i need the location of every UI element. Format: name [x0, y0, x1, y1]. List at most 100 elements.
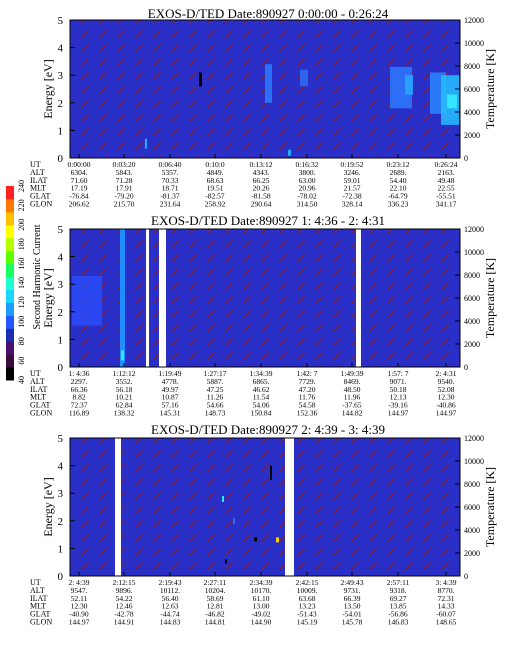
- orbit-cell: 10170.: [251, 586, 272, 595]
- y-tick-label: 5: [58, 224, 64, 236]
- y-tick-label: 3: [58, 70, 64, 82]
- orbit-cell: 148.73: [205, 409, 226, 418]
- intensity-patch: [121, 350, 124, 361]
- orbit-cell: 328.14: [342, 200, 363, 209]
- orbit-cell: 11.96: [344, 393, 361, 402]
- orbit-cell: 341.17: [436, 200, 457, 209]
- colorbar-tick: 240: [17, 180, 26, 192]
- orbit-cell: 0:26:24: [435, 160, 458, 169]
- orbit-cell: 58.69: [207, 594, 224, 603]
- y-tick-label: 4: [58, 252, 64, 264]
- y2-tick-label: 0: [464, 154, 468, 163]
- data-gap: [146, 228, 149, 368]
- intensity-patch: [145, 138, 147, 149]
- colorbar-swatch: [6, 367, 14, 381]
- orbit-cell: 290.64: [251, 200, 272, 209]
- orbit-cell: 2:34:39: [250, 578, 273, 587]
- orbit-cell: 9318.: [390, 586, 407, 595]
- orbit-cell: 54.40: [390, 176, 407, 185]
- orbit-cell: 1:49:39: [341, 369, 364, 378]
- orbit-row-label: GLON: [30, 409, 52, 418]
- orbit-cell: 5357.: [162, 168, 179, 177]
- colorbar-ticks: 40 60 80 100 120 140 160 180 200 220 240: [17, 180, 26, 384]
- orbit-cell: 0:16:32: [296, 160, 319, 169]
- orbit-cell: 152.36: [297, 409, 318, 418]
- orbit-cell: 2689.: [390, 168, 407, 177]
- y-tick-label: 5: [58, 433, 64, 445]
- colorbar-swatch: [6, 250, 14, 265]
- colorbar-swatch: [6, 302, 14, 316]
- orbit-cell: 56.18: [116, 385, 133, 394]
- orbit-cell: -72.38: [342, 192, 362, 201]
- orbit-cell: 148.65: [436, 618, 457, 627]
- colorbar-swatch: [6, 276, 14, 290]
- orbit-cell: 0:13:12: [250, 160, 273, 169]
- colorbar-tick: 120: [17, 296, 26, 308]
- spectrogram-features: [115, 437, 294, 577]
- y2-tick-label: 12000: [464, 434, 484, 443]
- intensity-patch: [233, 518, 235, 525]
- spectrogram-features: [145, 64, 459, 156]
- orbit-cell: 54.06: [253, 401, 270, 410]
- orbit-cell: 0:10:0: [205, 160, 224, 169]
- orbit-cell: 71.60: [71, 176, 88, 185]
- orbit-cell: 0:19:52: [341, 160, 364, 169]
- orbit-cell: 46.62: [253, 385, 270, 394]
- orbit-cell: 3552.: [116, 377, 133, 386]
- y2-tick-label: 0: [464, 572, 468, 581]
- orbit-cell: 2: 4:31: [435, 369, 456, 378]
- y2-tick-label: 2000: [464, 131, 480, 140]
- intensity-patch: [300, 69, 308, 87]
- colorbar-swatch: [6, 328, 14, 342]
- spectrogram-speckle: [70, 229, 460, 367]
- orbit-cell: 68.63: [207, 176, 224, 185]
- orbit-row-label: UT: [30, 578, 41, 587]
- orbit-cell: 4343.: [253, 168, 270, 177]
- orbit-cell: 72.37: [71, 401, 88, 410]
- orbit-cell: 1:57: 7: [387, 369, 408, 378]
- orbit-cell: 9896.: [116, 586, 133, 595]
- orbit-cell: -51.43: [297, 610, 317, 619]
- colorbar-tick: 80: [17, 337, 26, 345]
- y2-tick-label: 10000: [464, 39, 484, 48]
- orbit-cell: 3246.: [344, 168, 361, 177]
- colorbar-swatch: [6, 354, 14, 368]
- orbit-cell: 2: 4:39: [68, 578, 89, 587]
- orbit-cell: 336.23: [388, 200, 409, 209]
- orbit-table: UTALTILATMLTGLATGLON0:00:006304.71.6017.…: [30, 160, 458, 209]
- y-tick-label: 3: [58, 488, 64, 500]
- orbit-cell: 215.70: [114, 200, 135, 209]
- y-tick-label: 3: [58, 279, 64, 291]
- orbit-cell: 1:42: 7: [296, 369, 317, 378]
- orbit-cell: -55.51: [436, 192, 456, 201]
- orbit-cell: 1:34:39: [250, 369, 273, 378]
- orbit-cell: 12.30: [71, 602, 88, 611]
- colorbar-tick: 100: [17, 316, 26, 328]
- y-tick-label: 2: [58, 516, 64, 528]
- orbit-row-label: ILAT: [30, 385, 47, 394]
- panel-title: EXOS-D/TED Date:890927 2: 4:39 - 3: 4:39: [151, 422, 385, 437]
- orbit-cell: 1:27:17: [204, 369, 227, 378]
- orbit-cell: 144.97: [388, 409, 409, 418]
- orbit-cell: 54.58: [299, 401, 316, 410]
- orbit-cell: 22.10: [390, 184, 407, 193]
- orbit-row-label: ALT: [30, 168, 45, 177]
- orbit-cell: -54.01: [342, 610, 362, 619]
- y2-tick-label: 8000: [464, 271, 480, 280]
- y-axis-label: Energy [eV]: [41, 268, 55, 327]
- orbit-cell: 63.68: [299, 594, 316, 603]
- panel-title: EXOS-D/TED Date:890927 1: 4:36 - 2: 4:31: [151, 213, 385, 228]
- y-tick-label: 2: [58, 98, 64, 110]
- orbit-cell: 11.26: [207, 393, 224, 402]
- y-tick-label: 1: [58, 543, 64, 555]
- orbit-cell: 48.50: [344, 385, 361, 394]
- orbit-cell: 13.00: [253, 602, 270, 611]
- y2-tick-label: 10000: [464, 248, 484, 257]
- y2-tick-label: 0: [464, 363, 468, 372]
- orbit-cell: -44.74: [160, 610, 180, 619]
- y2-tick-label: 2000: [464, 340, 480, 349]
- orbit-cell: 3: 4:39: [435, 578, 456, 587]
- orbit-cell: -60.07: [436, 610, 456, 619]
- y2-tick-label: 4000: [464, 108, 480, 117]
